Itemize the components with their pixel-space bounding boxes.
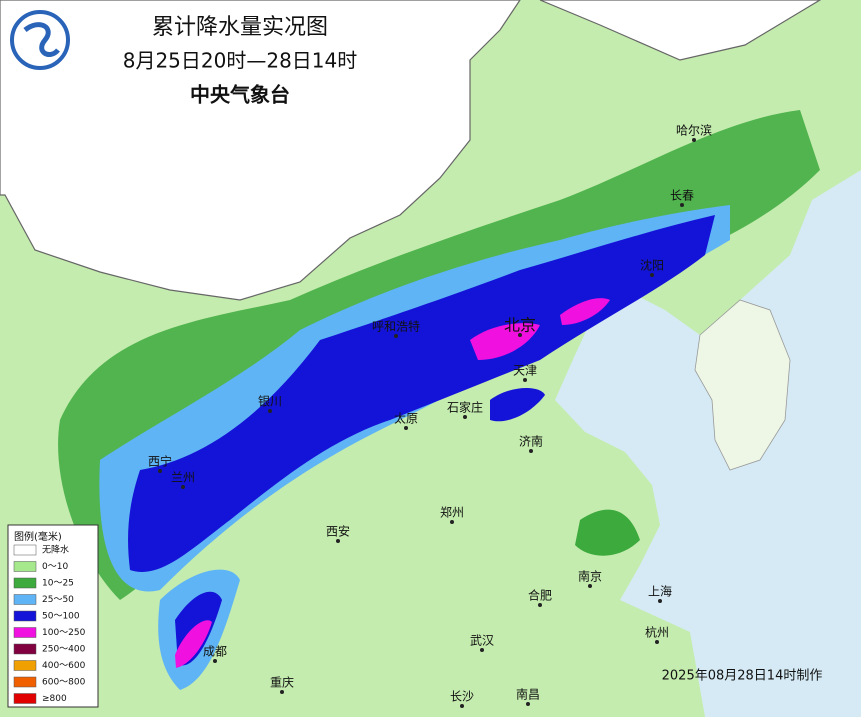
legend-label: 400～600 [42, 661, 86, 671]
rain-100-250 [470, 323, 540, 360]
city-label: 合肥 [528, 588, 552, 603]
city-dot [463, 415, 467, 419]
city-dot [181, 485, 185, 489]
city-label: 南昌 [516, 687, 540, 702]
city-dot [336, 539, 340, 543]
legend-swatch [13, 676, 37, 688]
city-dot [460, 704, 464, 708]
legend-swatch [13, 594, 37, 605]
legend-label: 50～100 [42, 612, 80, 622]
legend-swatch [13, 643, 37, 655]
city-dot [518, 333, 522, 337]
legend-swatch [13, 577, 37, 589]
city-label: 重庆 [270, 676, 294, 690]
city-dot [658, 599, 662, 603]
city-dot [655, 640, 659, 644]
legend-swatch [13, 693, 37, 704]
legend-swatch [13, 544, 37, 556]
legend-label: 0～10 [42, 562, 68, 572]
legend-label: 无降水 [42, 544, 69, 556]
agency: 中央气象台 [190, 83, 290, 107]
legend-swatch [13, 660, 37, 671]
sea [555, 170, 861, 717]
legend-label: 100～250 [42, 628, 86, 638]
logo-mark [23, 22, 60, 57]
city-label: 北京 [504, 316, 536, 335]
city-label: 杭州 [645, 625, 669, 640]
legend-swatch [13, 627, 37, 638]
legend-title: 图例(毫米) [14, 530, 62, 543]
city-label: 沈阳 [640, 258, 664, 273]
city-dot [268, 409, 272, 413]
outside-border [539, 0, 822, 61]
city-label: 长沙 [450, 690, 474, 704]
city-dot [280, 690, 284, 694]
city-label: 成都 [203, 645, 227, 659]
city-label: 哈尔滨 [676, 123, 712, 138]
city-dot [450, 520, 454, 524]
footer: 2025年08月28日14时制作 [662, 669, 823, 684]
city-label: 天津 [513, 364, 537, 378]
city-dot [213, 659, 217, 663]
legend-swatch [13, 561, 37, 572]
city-dot [480, 648, 484, 652]
city-label: 兰州 [171, 471, 195, 485]
city-dot [650, 273, 654, 277]
city-dot [538, 603, 542, 607]
korea [694, 299, 791, 471]
city-label: 长春 [670, 189, 694, 203]
city-dot [692, 138, 696, 142]
city-dot [526, 702, 530, 706]
legend-items: 无降水 0～10 10～25 25～50 50～100 100～250 250～400 400… [13, 544, 86, 704]
city-label: 济南 [519, 434, 543, 449]
city-dot [394, 334, 398, 338]
legend-label: 600～800 [42, 678, 86, 688]
city-label: 银川 [258, 395, 282, 409]
city-label: 呼和浩特 [372, 319, 420, 334]
city-dot [404, 426, 408, 430]
city-dot [588, 584, 592, 588]
rain-50-100 [490, 388, 545, 422]
city-dot [529, 449, 533, 453]
city-dot [680, 203, 684, 207]
rain-10-25 [575, 509, 640, 556]
rain-100-250 [175, 620, 212, 668]
logo [10, 10, 70, 70]
map-subtitle: 8月25日20时—28日14时 [123, 49, 358, 73]
legend-label: ≥800 [42, 694, 67, 704]
city-dot [523, 378, 527, 382]
city-label: 太原 [394, 411, 418, 426]
rain-50-100 [128, 215, 716, 572]
city-label: 上海 [648, 584, 672, 599]
legend-swatch [13, 610, 37, 622]
city-label: 郑州 [440, 505, 464, 520]
map-title: 累计降水量实况图 [152, 15, 328, 40]
city-dot [158, 469, 162, 473]
legend-label: 10～25 [42, 579, 74, 589]
city-label: 南京 [578, 569, 602, 584]
city-label: 西安 [326, 524, 350, 539]
rain-100-250 [560, 298, 610, 325]
legend-label: 250～400 [42, 645, 86, 655]
legend-label: 25～50 [42, 595, 74, 605]
city-label: 西宁 [148, 454, 172, 469]
city-label: 石家庄 [447, 400, 483, 415]
outside-border [0, 0, 521, 301]
city-label: 武汉 [470, 634, 494, 648]
